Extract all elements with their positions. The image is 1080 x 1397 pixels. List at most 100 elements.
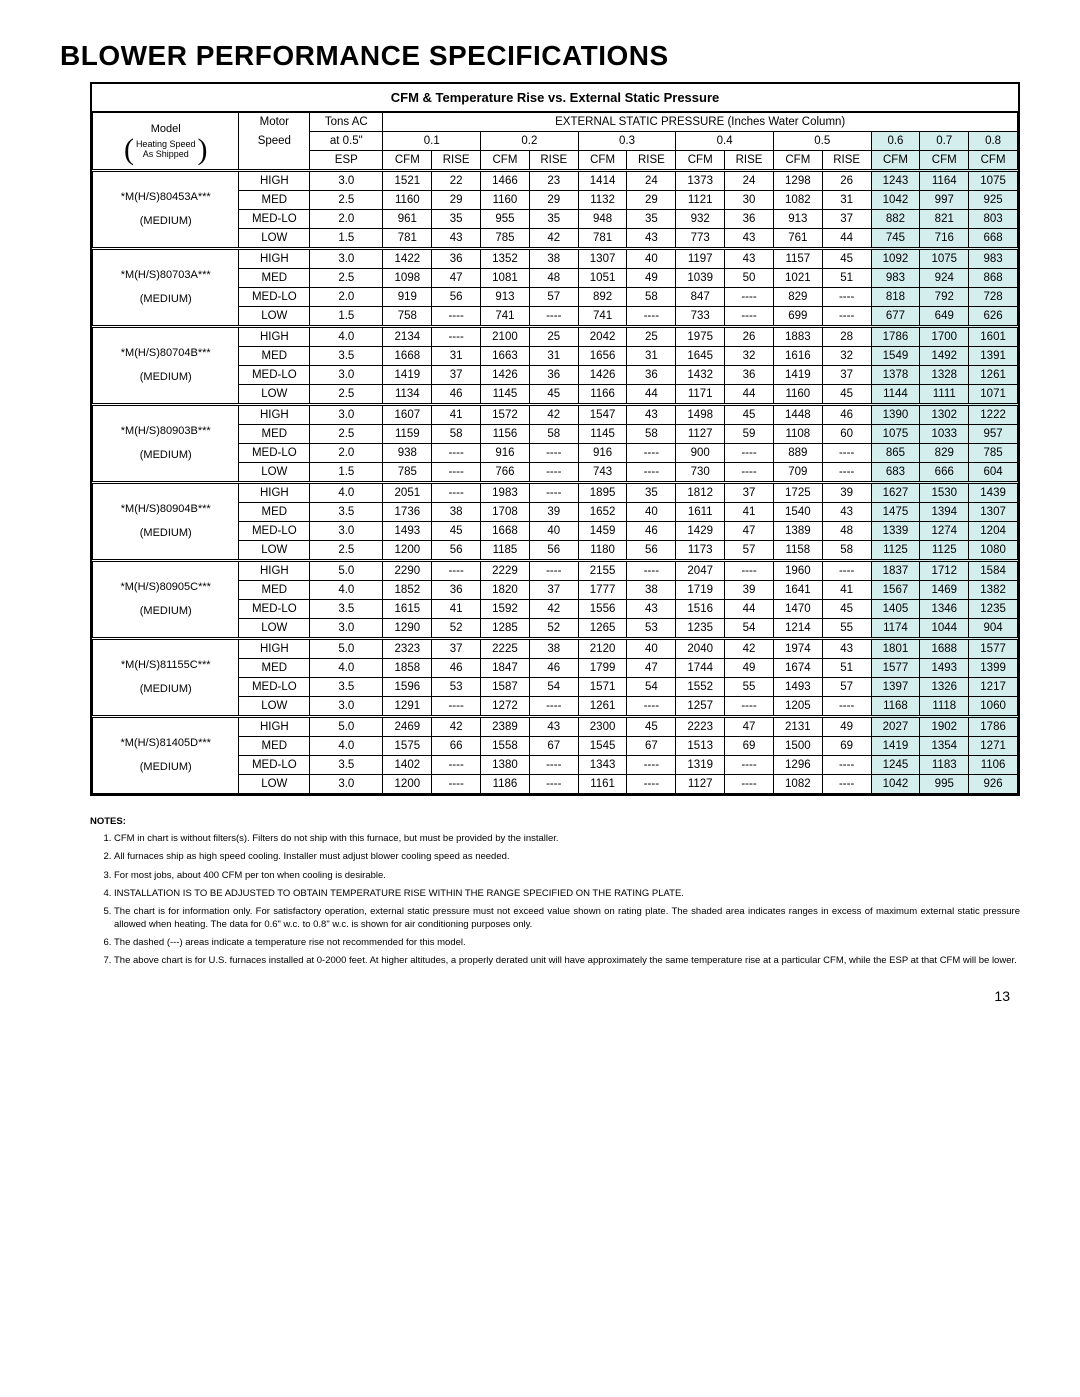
notes-header: NOTES: — [90, 816, 1020, 827]
speed-cell: MED-LO — [239, 600, 310, 619]
tons-cell: 3.0 — [310, 405, 383, 425]
value-cell: 1466 — [481, 171, 530, 191]
speed-cell: LOW — [239, 619, 310, 639]
value-cell: 821 — [920, 210, 969, 229]
value-cell: 2051 — [383, 483, 432, 503]
speed-cell: MED-LO — [239, 678, 310, 697]
value-cell: 37 — [529, 581, 578, 600]
value-cell: ---- — [627, 756, 676, 775]
value-cell: 1668 — [383, 347, 432, 366]
value-cell: 26 — [725, 327, 774, 347]
value-cell: 1092 — [871, 249, 920, 269]
value-cell: 1373 — [676, 171, 725, 191]
value-cell: 35 — [627, 483, 676, 503]
value-cell: 781 — [383, 229, 432, 249]
value-cell: 1607 — [383, 405, 432, 425]
value-cell: ---- — [725, 775, 774, 794]
value-cell: 1235 — [969, 600, 1018, 619]
value-cell: 1571 — [578, 678, 627, 697]
value-cell: 1493 — [773, 678, 822, 697]
value-cell: 48 — [822, 522, 871, 541]
value-cell: 1343 — [578, 756, 627, 775]
value-cell: 1285 — [481, 619, 530, 639]
hdr-p08: 0.8 — [969, 132, 1018, 151]
value-cell: 1160 — [383, 191, 432, 210]
value-cell: 46 — [432, 385, 481, 405]
value-cell: 1290 — [383, 619, 432, 639]
note-item: INSTALLATION IS TO BE ADJUSTED TO OBTAIN… — [114, 888, 1020, 900]
hdr-cfm: CFM — [969, 151, 1018, 171]
value-cell: 868 — [969, 269, 1018, 288]
value-cell: 1521 — [383, 171, 432, 191]
value-cell: ---- — [627, 463, 676, 483]
value-cell: ---- — [529, 444, 578, 463]
hdr-cfm: CFM — [383, 151, 432, 171]
hdr-p06: 0.6 — [871, 132, 920, 151]
speed-cell: MED-LO — [239, 366, 310, 385]
value-cell: 46 — [822, 405, 871, 425]
value-cell: 626 — [969, 307, 1018, 327]
value-cell: 67 — [627, 737, 676, 756]
value-cell: 57 — [725, 541, 774, 561]
value-cell: 47 — [627, 659, 676, 678]
value-cell: 792 — [920, 288, 969, 307]
hdr-heating-speed: Heating Speed — [136, 139, 196, 149]
value-cell: 2290 — [383, 561, 432, 581]
speed-cell: MED — [239, 581, 310, 600]
value-cell: 26 — [822, 171, 871, 191]
value-cell: 44 — [627, 385, 676, 405]
value-cell: 44 — [822, 229, 871, 249]
value-cell: 1902 — [920, 717, 969, 737]
value-cell: 1319 — [676, 756, 725, 775]
value-cell: 1719 — [676, 581, 725, 600]
value-cell: 1075 — [920, 249, 969, 269]
value-cell: 1160 — [481, 191, 530, 210]
value-cell: 1432 — [676, 366, 725, 385]
value-cell: ---- — [432, 483, 481, 503]
hdr-motor: Motor — [239, 112, 310, 132]
value-cell: 733 — [676, 307, 725, 327]
value-cell: 1111 — [920, 385, 969, 405]
value-cell: ---- — [822, 463, 871, 483]
value-cell: 2120 — [578, 639, 627, 659]
model-cell: *M(H/S)80904B***(MEDIUM) — [93, 483, 239, 561]
value-cell: 29 — [432, 191, 481, 210]
hdr-ext-static: EXTERNAL STATIC PRESSURE (Inches Water C… — [383, 112, 1018, 132]
value-cell: 45 — [822, 249, 871, 269]
value-cell: 745 — [871, 229, 920, 249]
value-cell: 1556 — [578, 600, 627, 619]
value-cell: 1307 — [578, 249, 627, 269]
value-cell: 47 — [725, 522, 774, 541]
value-cell: 36 — [725, 210, 774, 229]
value-cell: 37 — [725, 483, 774, 503]
value-cell: 58 — [822, 541, 871, 561]
value-cell: 55 — [725, 678, 774, 697]
value-cell: 1493 — [383, 522, 432, 541]
value-cell: 51 — [822, 269, 871, 288]
value-cell: 58 — [529, 425, 578, 444]
hdr-rise: RISE — [822, 151, 871, 171]
tons-cell: 3.5 — [310, 756, 383, 775]
value-cell: 2389 — [481, 717, 530, 737]
value-cell: 1459 — [578, 522, 627, 541]
speed-cell: MED — [239, 425, 310, 444]
value-cell: 900 — [676, 444, 725, 463]
value-cell: 43 — [627, 405, 676, 425]
value-cell: 1652 — [578, 503, 627, 522]
value-cell: 1587 — [481, 678, 530, 697]
value-cell: 1645 — [676, 347, 725, 366]
value-cell: 1799 — [578, 659, 627, 678]
value-cell: 56 — [432, 541, 481, 561]
value-cell: 1205 — [773, 697, 822, 717]
value-cell: 1627 — [871, 483, 920, 503]
value-cell: 54 — [529, 678, 578, 697]
value-cell: 1399 — [969, 659, 1018, 678]
value-cell: 1265 — [578, 619, 627, 639]
value-cell: 1108 — [773, 425, 822, 444]
hdr-cfm: CFM — [481, 151, 530, 171]
hdr-at05: at 0.5" — [310, 132, 383, 151]
value-cell: 773 — [676, 229, 725, 249]
value-cell: 40 — [627, 249, 676, 269]
value-cell: 37 — [432, 639, 481, 659]
value-cell: 1257 — [676, 697, 725, 717]
